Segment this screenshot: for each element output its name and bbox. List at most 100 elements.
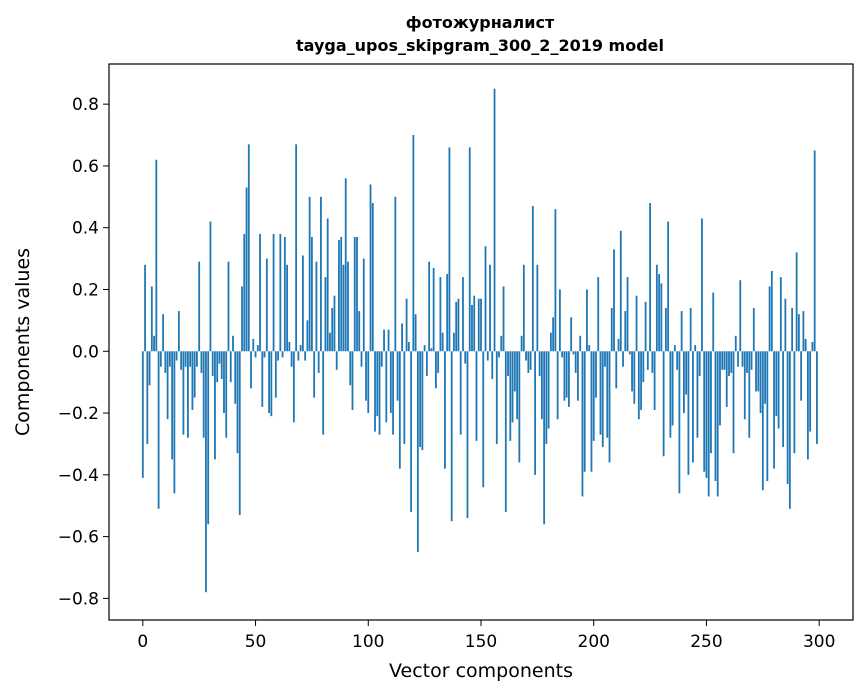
bar-component-35 — [220, 351, 223, 380]
bar-component-147 — [473, 295, 476, 352]
bar-component-70 — [299, 345, 302, 352]
bar-component-67 — [292, 351, 295, 423]
bar-component-113 — [396, 351, 399, 401]
bar-component-276 — [764, 351, 766, 404]
chart-title: фотожурналист — [406, 13, 555, 32]
bar-component-167 — [518, 351, 521, 463]
bar-component-27 — [202, 351, 205, 438]
bar-component-170 — [525, 351, 527, 361]
bar-component-75 — [311, 236, 313, 352]
chart-subtitle: tayga_upos_skipgram_300_2_2019 model — [296, 36, 664, 55]
bar-component-146 — [471, 304, 473, 352]
bar-component-122 — [416, 351, 419, 553]
bar-component-299 — [816, 351, 818, 444]
bar-component-249 — [703, 351, 706, 472]
bar-component-53 — [261, 351, 264, 407]
x-tick-label: 300 — [803, 632, 835, 652]
bar-component-62 — [281, 351, 284, 358]
bar-component-232 — [664, 308, 667, 352]
bar-component-112 — [394, 196, 397, 352]
bar-component-87 — [338, 240, 340, 352]
bar-component-23 — [193, 351, 196, 398]
bar-component-55 — [265, 258, 268, 352]
bar-component-76 — [313, 351, 316, 398]
bar-component-114 — [398, 351, 401, 469]
bar-component-125 — [423, 345, 426, 352]
bar-component-291 — [797, 314, 800, 352]
bar-component-267 — [743, 351, 746, 420]
bar-component-151 — [482, 351, 485, 488]
bar-component-106 — [380, 351, 383, 367]
bar-component-260 — [728, 351, 730, 376]
bar-component-111 — [392, 351, 394, 435]
bar-component-84 — [331, 308, 334, 352]
bar-component-45 — [243, 233, 246, 352]
bar-component-98 — [362, 258, 365, 352]
bar-component-218 — [633, 351, 636, 404]
bar-component-9 — [162, 314, 165, 352]
bar-component-169 — [522, 264, 525, 352]
bar-component-247 — [698, 351, 701, 376]
bar-component-149 — [477, 298, 480, 352]
bar-component-93 — [351, 351, 354, 410]
bar-component-252 — [710, 351, 712, 454]
bar-component-29 — [207, 351, 210, 525]
bar-component-59 — [274, 351, 277, 398]
bar-component-95 — [356, 236, 358, 352]
bar-component-262 — [732, 351, 735, 454]
bar-component-48 — [250, 351, 252, 389]
bar-component-211 — [617, 338, 620, 352]
bar-component-108 — [385, 351, 388, 423]
bar-component-171 — [527, 351, 530, 373]
bar-component-233 — [667, 221, 670, 352]
bar-component-164 — [511, 351, 514, 423]
bar-component-71 — [301, 255, 304, 352]
bar-component-78 — [317, 351, 320, 373]
bar-component-215 — [626, 277, 629, 352]
bar-component-188 — [565, 351, 568, 398]
bar-component-17 — [180, 351, 183, 370]
bar-component-209 — [613, 249, 615, 352]
bar-component-286 — [786, 351, 789, 485]
bar-component-184 — [556, 351, 559, 420]
bar-component-139 — [455, 301, 458, 352]
bar-component-120 — [412, 135, 415, 352]
bar-component-42 — [236, 351, 239, 454]
bar-component-162 — [507, 351, 509, 376]
bar-component-160 — [502, 286, 505, 352]
bar-component-181 — [549, 332, 552, 352]
bar-component-39 — [229, 351, 232, 383]
bar-component-61 — [279, 233, 282, 352]
bar-component-289 — [793, 351, 796, 454]
bar-component-203 — [599, 351, 602, 435]
bar-component-132 — [439, 277, 442, 352]
bar-component-152 — [484, 246, 487, 352]
y-tick-label: 0.6 — [72, 157, 99, 177]
bar-component-26 — [200, 351, 203, 373]
bar-component-186 — [561, 351, 564, 358]
bar-component-12 — [168, 351, 171, 367]
bar-component-177 — [540, 351, 543, 420]
y-tick-label: 0.0 — [72, 342, 99, 362]
bar-component-85 — [333, 295, 336, 352]
bar-component-183 — [554, 209, 557, 352]
bar-component-270 — [750, 351, 753, 370]
bar-component-121 — [414, 314, 417, 352]
bar-component-10 — [164, 351, 167, 373]
bar-component-237 — [676, 351, 679, 370]
bar-component-144 — [466, 351, 469, 519]
bar-component-165 — [513, 351, 516, 392]
bar-component-176 — [538, 351, 541, 376]
bar-component-100 — [367, 351, 370, 414]
bar-component-154 — [489, 264, 491, 352]
bar-component-208 — [610, 308, 613, 352]
bar-component-187 — [563, 351, 566, 401]
x-tick-label: 200 — [578, 632, 610, 652]
bar-component-73 — [306, 320, 309, 352]
bar-component-246 — [696, 351, 699, 438]
x-tick-label: 250 — [690, 632, 722, 652]
bar-component-193 — [577, 351, 579, 401]
bar-component-189 — [568, 351, 570, 407]
y-tick-label: −0.6 — [58, 528, 99, 548]
